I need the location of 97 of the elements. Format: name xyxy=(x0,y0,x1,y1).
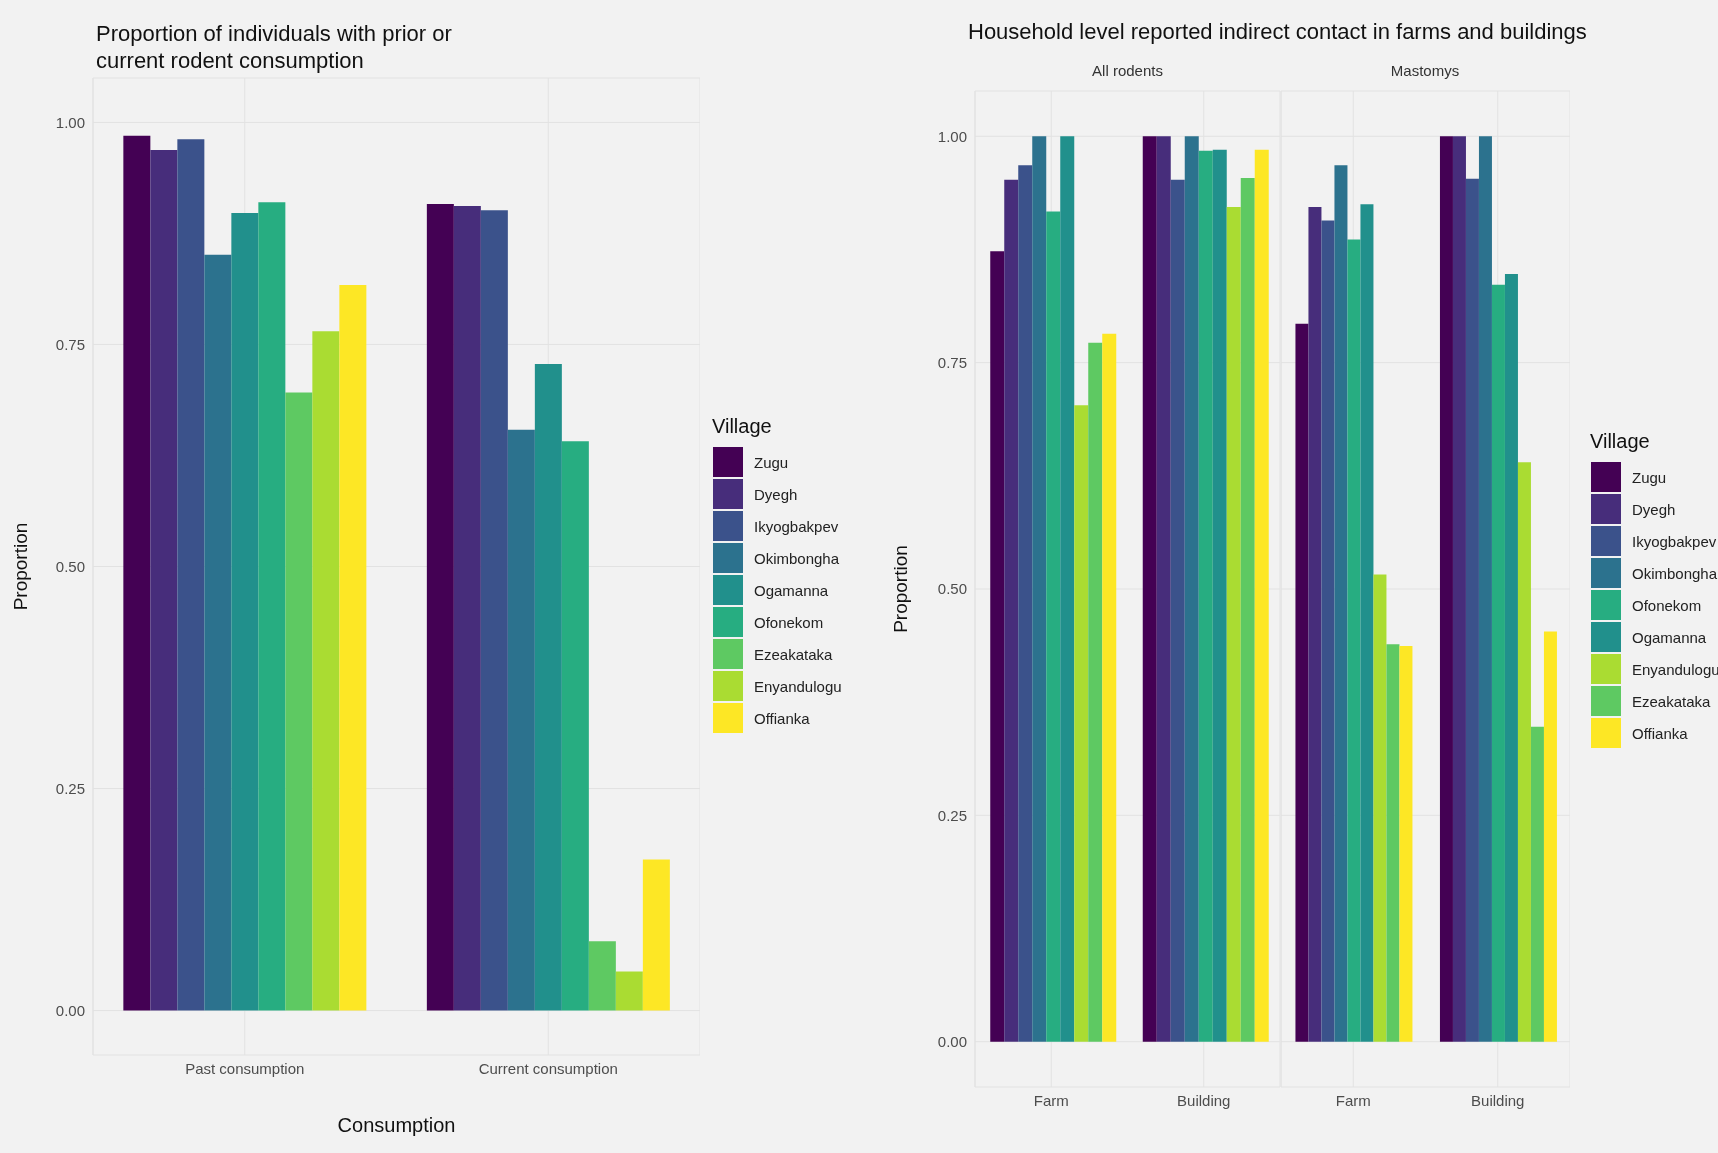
bar xyxy=(426,204,454,1011)
chart-subtitle: All rodents xyxy=(1091,62,1164,79)
bar xyxy=(1504,273,1518,1042)
bar xyxy=(1060,136,1075,1042)
x-tick-label: Building xyxy=(1177,1091,1231,1109)
y-tick-label: 0.75 xyxy=(937,353,967,371)
bar xyxy=(1295,323,1309,1042)
bar xyxy=(1386,644,1400,1042)
bar xyxy=(480,210,508,1011)
bar xyxy=(1102,333,1117,1042)
bar xyxy=(1439,136,1453,1042)
legend-label: Enyandulogu xyxy=(754,677,842,695)
bar xyxy=(1517,462,1531,1042)
bar xyxy=(453,205,481,1011)
bar xyxy=(1254,149,1269,1042)
bar xyxy=(204,254,232,1011)
x-tick-label: Farm xyxy=(1033,1091,1069,1109)
bar xyxy=(1321,220,1335,1042)
legend-label: Ikyogbakpev xyxy=(1632,532,1717,550)
bar xyxy=(990,251,1005,1042)
legend-label: Okimbongha xyxy=(1632,564,1718,582)
legend-label: Ezeakataka xyxy=(1632,692,1711,710)
x-tick-label: Building xyxy=(1471,1091,1525,1109)
x-tick-label: Past consumption xyxy=(185,1059,305,1077)
bar xyxy=(1184,136,1199,1042)
legend-title: Village xyxy=(712,415,773,438)
legend-label: Ofonekom xyxy=(754,613,824,631)
legend-title: Village xyxy=(1590,430,1651,453)
bar xyxy=(1226,206,1241,1042)
bar xyxy=(231,213,259,1011)
bar xyxy=(1074,405,1089,1042)
bar xyxy=(1334,165,1348,1042)
y-tick-label: 0.00 xyxy=(937,1033,967,1051)
y-axis-title: Proportion xyxy=(889,545,911,633)
bar xyxy=(588,941,616,1011)
bar xyxy=(1399,646,1413,1042)
bar xyxy=(642,859,670,1011)
legend-label: Zugu xyxy=(1632,468,1667,486)
x-tick-label: Current consumption xyxy=(478,1059,618,1077)
bar xyxy=(1018,165,1033,1042)
bar xyxy=(1308,206,1322,1042)
bar xyxy=(1046,211,1061,1042)
bar xyxy=(1360,204,1374,1042)
legend-label: Ikyogbakpev xyxy=(754,517,839,535)
y-axis-title: Proportion xyxy=(9,522,31,611)
bar xyxy=(150,149,178,1011)
chart-title: Household level reported indirect contact in farms and buildings xyxy=(968,18,1588,45)
legend-label: Zugu xyxy=(754,453,789,471)
bar xyxy=(1240,177,1255,1042)
y-tick-label: 0.50 xyxy=(937,580,967,598)
chart-title: Proportion of individuals with prior or current rodent consumption xyxy=(96,20,453,74)
bar xyxy=(1478,136,1492,1042)
legend-label: Dyegh xyxy=(754,485,798,503)
legend-label: Enyandulogu xyxy=(1632,660,1718,678)
bar xyxy=(1347,239,1361,1042)
bar xyxy=(285,392,313,1011)
bar xyxy=(1156,136,1171,1042)
bar xyxy=(534,363,562,1011)
bar xyxy=(339,284,367,1011)
legend-label: Ofonekom xyxy=(1632,596,1702,614)
bar xyxy=(1142,136,1157,1042)
bar xyxy=(1198,150,1213,1042)
y-tick-label: 0.25 xyxy=(937,806,967,824)
bar xyxy=(177,139,205,1011)
legend-label: Okimbongha xyxy=(754,549,840,567)
bar xyxy=(1373,574,1387,1042)
chart-subtitle: Mastomys xyxy=(1389,62,1461,79)
bar xyxy=(507,429,535,1011)
bar xyxy=(1491,284,1505,1042)
legend-label: Dyegh xyxy=(1632,500,1676,518)
bar xyxy=(1004,179,1019,1042)
bar xyxy=(312,331,340,1011)
y-tick-label: 0.50 xyxy=(55,557,85,575)
y-tick-label: 0.00 xyxy=(55,1001,85,1019)
bar xyxy=(615,971,643,1011)
bar xyxy=(1452,136,1466,1042)
legend-label: Ezeakataka xyxy=(754,645,833,663)
bar xyxy=(123,135,151,1011)
bar xyxy=(1212,149,1227,1042)
legend-label: Ogamanna xyxy=(754,581,829,599)
bar xyxy=(561,441,589,1011)
legend-label: Offianka xyxy=(1632,724,1688,742)
bar xyxy=(1465,178,1479,1042)
bar xyxy=(258,202,286,1011)
bar xyxy=(1088,342,1103,1042)
legend-label: Offianka xyxy=(754,709,810,727)
legend-label: Ogamanna xyxy=(1632,628,1707,646)
x-axis-title: Consumption xyxy=(336,1114,457,1137)
bar xyxy=(1032,136,1047,1042)
y-tick-label: 0.25 xyxy=(55,779,85,797)
y-tick-label: 0.75 xyxy=(55,335,85,353)
y-tick-label: 1.00 xyxy=(55,113,85,131)
bar xyxy=(1530,726,1544,1042)
bar xyxy=(1170,179,1185,1042)
y-tick-label: 1.00 xyxy=(937,127,967,145)
x-tick-label: Farm xyxy=(1335,1091,1371,1109)
bar xyxy=(1543,631,1557,1042)
